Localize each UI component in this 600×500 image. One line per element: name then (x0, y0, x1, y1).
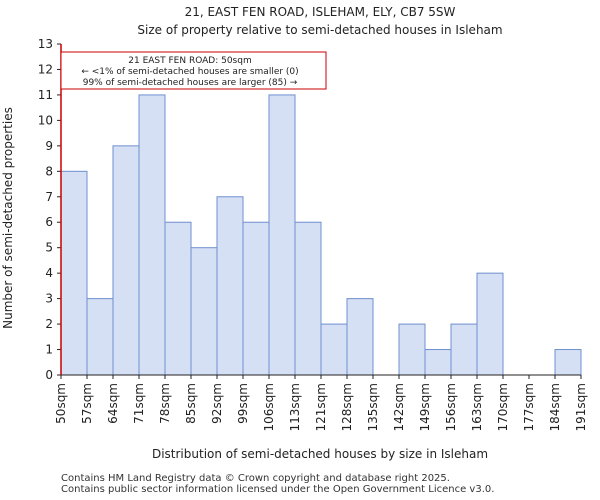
bar-106sqm (268, 94, 296, 376)
chart-title: 21, EAST FEN ROAD, ISLEHAM, ELY, CB7 5SW (185, 5, 456, 19)
bar-149sqm (424, 349, 452, 376)
y-tick-label-7: 7 (45, 190, 53, 204)
bar-184sqm (554, 349, 582, 376)
bar-163sqm (476, 272, 504, 376)
annotation-line-2: ← <1% of semi-detached houses are smalle… (81, 67, 298, 77)
histogram-chart: 21, EAST FEN ROAD, ISLEHAM, ELY, CB7 5SW… (1, 5, 588, 461)
bar-50sqm (60, 170, 88, 376)
annotation-rect (60, 51, 327, 90)
bar-142sqm (398, 323, 426, 376)
bar-71sqm (138, 94, 166, 376)
bar-85sqm (190, 247, 218, 376)
y-tick-label-0: 0 (45, 368, 53, 382)
bar-128sqm (346, 298, 374, 376)
bar-78sqm (164, 221, 192, 376)
x-tick-label-184sqm: 184sqm (548, 383, 562, 431)
x-tick-label-99sqm: 99sqm (236, 383, 250, 424)
x-tick-label-92sqm: 92sqm (210, 383, 224, 424)
y-tick-label-4: 4 (45, 266, 53, 280)
annotation-line-1: 21 EAST FEN ROAD: 50sqm (128, 56, 251, 66)
footer-line-2: Contains public sector information licen… (61, 484, 495, 495)
chart-subtitle: Size of property relative to semi-detach… (137, 23, 502, 37)
y-tick-label-8: 8 (45, 164, 53, 178)
bar-99sqm (242, 221, 270, 376)
annotation-line-3: 99% of semi-detached houses are larger (… (83, 78, 298, 88)
y-tick-label-13: 13 (38, 37, 53, 51)
x-tick-label-191sqm: 191sqm (574, 383, 588, 431)
x-tick-label-135sqm: 135sqm (366, 383, 380, 431)
annotation-box: 21 EAST FEN ROAD: 50sqm ← <1% of semi-de… (60, 51, 327, 90)
y-axis-label: Number of semi-detached properties (1, 107, 15, 329)
x-tick-label-106sqm: 106sqm (262, 383, 276, 431)
x-tick-label-50sqm: 50sqm (54, 383, 68, 424)
x-tick-label-177sqm: 177sqm (522, 383, 536, 431)
x-tick-label-64sqm: 64sqm (106, 383, 120, 424)
footer-line-1: Contains HM Land Registry data © Crown c… (61, 473, 450, 484)
x-axis-label: Distribution of semi-detached houses by … (152, 447, 488, 461)
x-tick-label-156sqm: 156sqm (444, 383, 458, 431)
y-tick-label-11: 11 (38, 88, 53, 102)
y-tick-label-12: 12 (38, 62, 53, 76)
x-tick-label-170sqm: 170sqm (496, 383, 510, 431)
x-tick-label-113sqm: 113sqm (288, 383, 302, 431)
bar-156sqm (450, 323, 478, 376)
y-tick-label-3: 3 (45, 292, 53, 306)
x-tick-label-128sqm: 128sqm (340, 383, 354, 431)
y-tick-label-1: 1 (45, 343, 53, 357)
bar-64sqm (112, 145, 140, 376)
x-tick-label-57sqm: 57sqm (80, 383, 94, 424)
x-tick-label-121sqm: 121sqm (314, 383, 328, 431)
x-tick-label-149sqm: 149sqm (418, 383, 432, 431)
bar-121sqm (320, 323, 348, 376)
x-tick-label-142sqm: 142sqm (392, 383, 406, 431)
x-tick-label-71sqm: 71sqm (132, 383, 146, 424)
y-tick-label-2: 2 (45, 317, 53, 331)
y-tick-label-10: 10 (38, 113, 53, 127)
bars-layer (60, 94, 582, 376)
y-tick-label-5: 5 (45, 241, 53, 255)
x-tick-label-78sqm: 78sqm (158, 383, 172, 424)
bar-92sqm (216, 196, 244, 376)
x-tick-label-85sqm: 85sqm (184, 383, 198, 424)
y-tick-label-6: 6 (45, 215, 53, 229)
bar-57sqm (86, 298, 114, 376)
y-tick-label-9: 9 (45, 139, 53, 153)
x-tick-label-163sqm: 163sqm (470, 383, 484, 431)
footer: Contains HM Land Registry data © Crown c… (61, 473, 494, 495)
bar-113sqm (294, 221, 322, 376)
